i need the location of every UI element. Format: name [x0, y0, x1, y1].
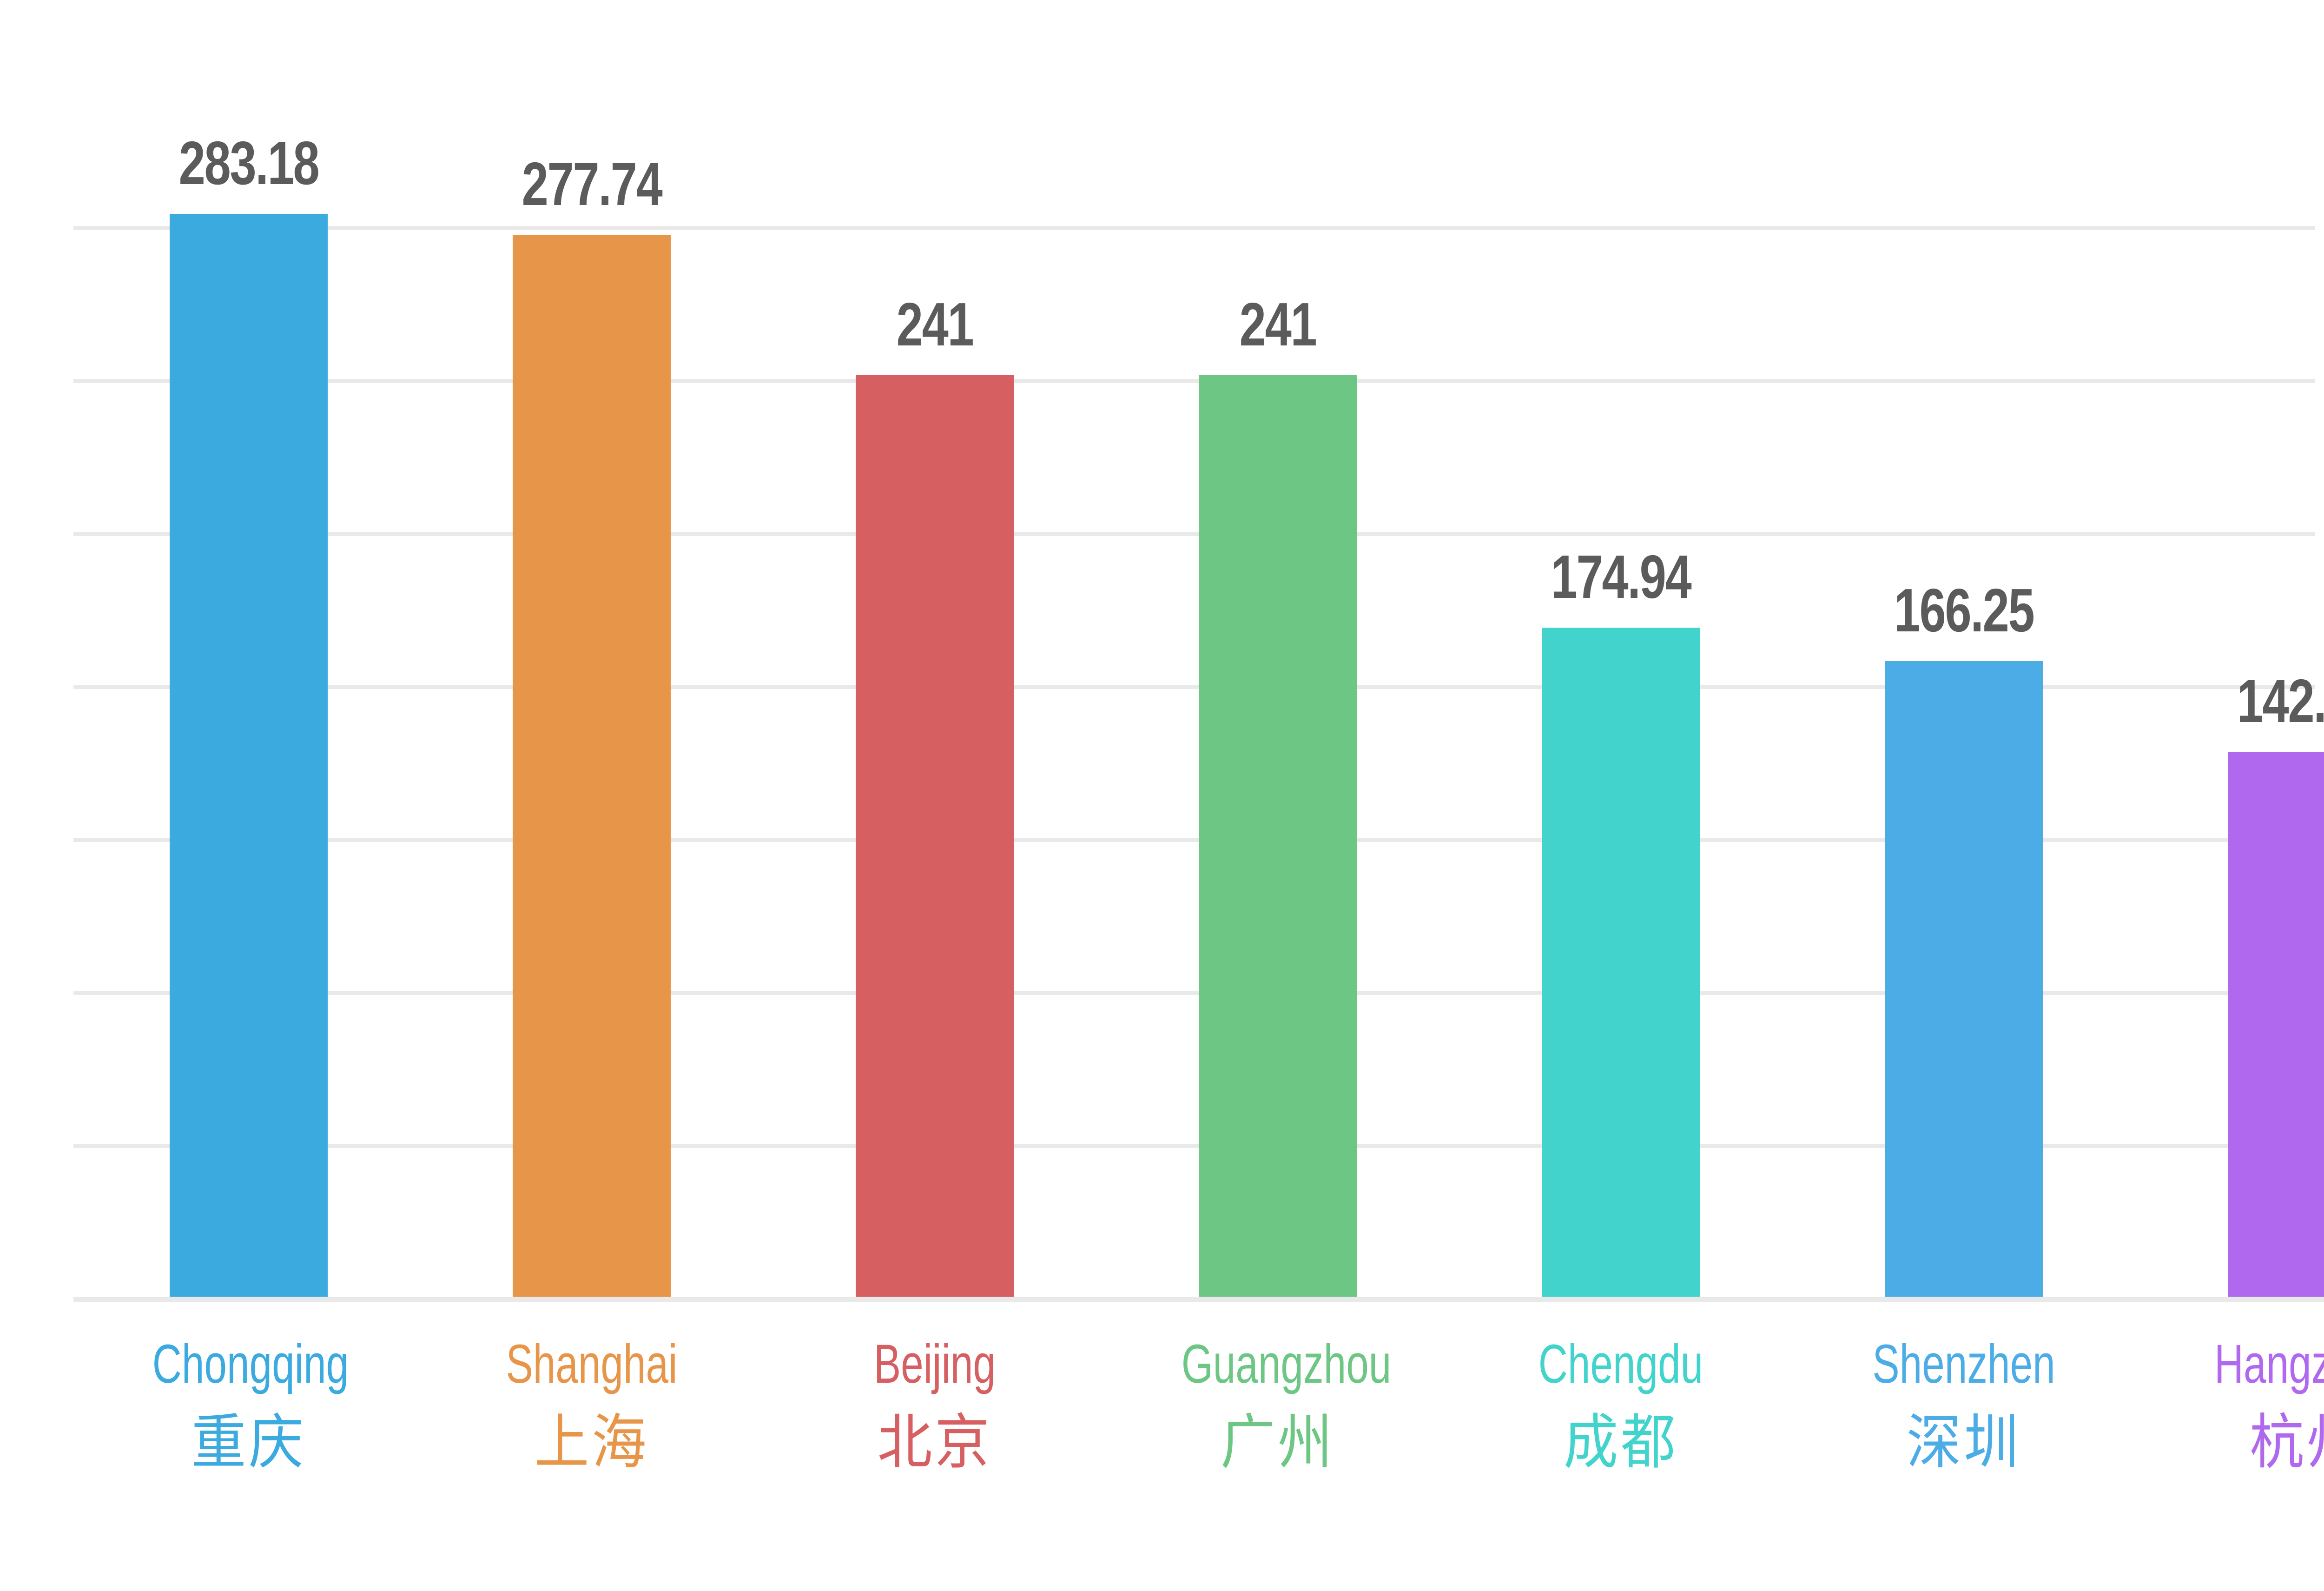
bar[interactable] [513, 234, 671, 1297]
x-tick-label-cn: 广州 [1220, 1408, 1335, 1477]
x-tick-shanghai[interactable]: Shanghai 上海 [462, 1297, 722, 1472]
x-tick-label-cn: 上海 [534, 1408, 649, 1477]
x-tick-label-en: Guangzhou [1181, 1333, 1392, 1395]
bar-group[interactable]: 142.44 [2177, 0, 2324, 1297]
bar-value-label: 241 [1239, 290, 1317, 358]
x-tick-label-en: Beijing [873, 1333, 996, 1395]
x-tick-label-en: Hangzhou [2214, 1333, 2324, 1395]
x-tick-label-cn: 成都 [1563, 1408, 1678, 1477]
bar[interactable] [2228, 752, 2324, 1297]
x-tick-label-cn: 深圳 [1906, 1408, 2021, 1477]
x-tick-label-cn: 重庆 [191, 1408, 306, 1477]
bar-group[interactable]: 174.94 [1491, 0, 1751, 1297]
bar-group[interactable]: 241 [1148, 0, 1408, 1297]
bar-group[interactable]: 166.25 [1834, 0, 2094, 1297]
bar[interactable] [170, 213, 328, 1297]
x-tick-label-cn: 北京 [877, 1408, 992, 1477]
bar[interactable] [1885, 661, 2043, 1297]
bar-value-label: 166.25 [1894, 576, 2035, 644]
x-tick-beijing[interactable]: Beijing 北京 [805, 1297, 1065, 1472]
x-axis-labels: Chongqing 重庆 Shanghai 上海 Beijing 北京 Guangzhou 广… [0, 1297, 2324, 1591]
bar-value-label: 277.74 [522, 149, 663, 218]
x-tick-label-cn: 杭州 [2249, 1408, 2324, 1477]
x-tick-shenzhen[interactable]: Shenzhen 深圳 [1834, 1297, 2094, 1472]
bar-group[interactable]: 283.18 [119, 0, 379, 1297]
plot-area: 283.18 277.74 241 241 174.94 166.25 142.44 [119, 0, 2324, 1297]
x-tick-hangzhou[interactable]: Hangzhou杭州 [2177, 1297, 2324, 1472]
x-tick-guangzhou[interactable]: Guangzhou 广州 [1148, 1297, 1408, 1472]
bar-group[interactable]: 277.74 [462, 0, 722, 1297]
x-tick-label-en: Chongqing [152, 1333, 349, 1395]
x-tick-chongqing[interactable]: Chongqing 重庆 [119, 1297, 379, 1472]
bar-value-label: 241 [896, 290, 974, 358]
x-tick-label-en: Chengdu [1538, 1333, 1703, 1395]
x-tick-label-en: Shanghai [506, 1333, 678, 1395]
bar-value-label: 283.18 [178, 128, 320, 197]
bar[interactable] [1542, 628, 1700, 1297]
x-tick-label-en: Shenzhen [1872, 1333, 2055, 1395]
bar-group[interactable]: 241 [805, 0, 1065, 1297]
bar-value-label: 142.44 [2237, 667, 2324, 736]
bar[interactable] [856, 375, 1014, 1297]
bar-value-label: 174.94 [1551, 543, 1692, 611]
bar[interactable] [1199, 375, 1357, 1297]
x-tick-chengdu[interactable]: Chengdu 成都 [1491, 1297, 1751, 1472]
